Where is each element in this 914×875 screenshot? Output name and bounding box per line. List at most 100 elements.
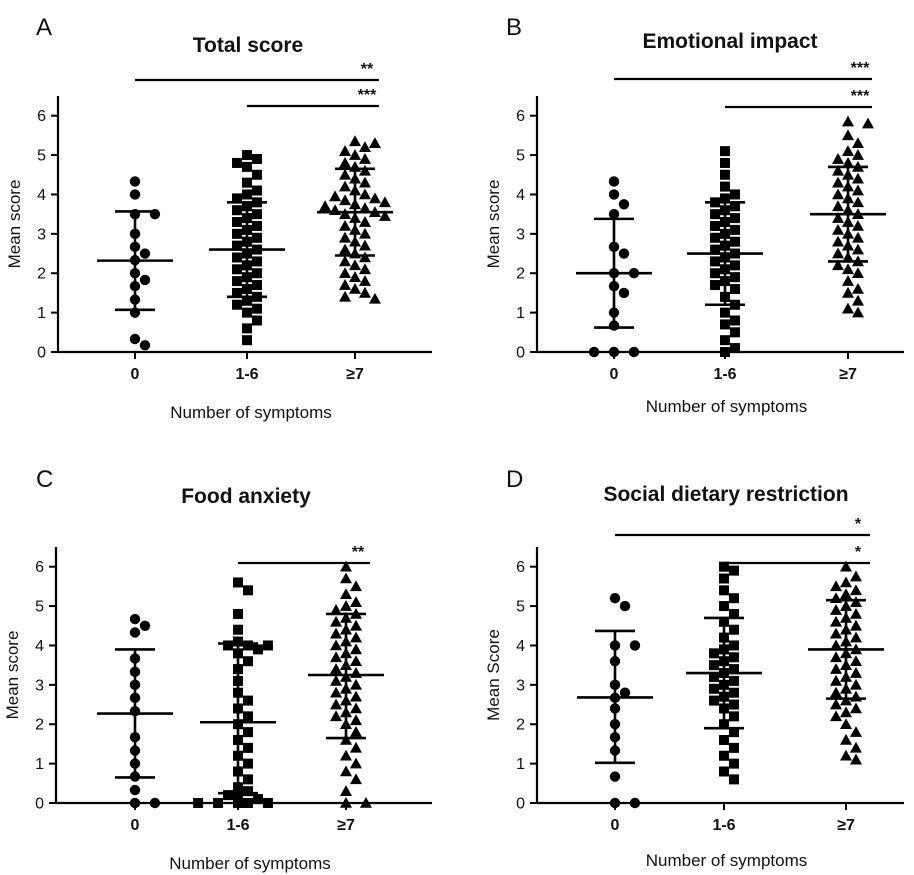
data-point-square: [728, 758, 739, 769]
data-point-triangle: [330, 710, 343, 722]
x-axis-label: Number of symptoms: [169, 854, 331, 873]
data-point-square: [720, 347, 730, 357]
data-point-square: [728, 774, 739, 785]
data-point-circle: [609, 771, 621, 782]
data-point-triangle: [368, 192, 381, 204]
data-point-square: [233, 608, 243, 619]
y-tick-label: 3: [37, 226, 46, 243]
data-point-circle: [608, 176, 620, 187]
data-point-square: [728, 593, 739, 604]
y-tick-label: 0: [37, 345, 46, 362]
data-point-triangle: [842, 156, 854, 168]
data-point-triangle: [330, 615, 343, 627]
data-point-triangle: [851, 172, 864, 184]
data-point-square: [710, 209, 721, 220]
data-point-square: [720, 193, 730, 204]
data-point-triangle: [842, 286, 854, 298]
data-point-triangle: [339, 255, 352, 267]
data-point-triangle: [349, 596, 362, 607]
data-point-triangle: [358, 263, 371, 275]
significance-label: ***: [358, 87, 377, 104]
data-point-triangle: [340, 749, 352, 761]
y-axis-label: Mean score: [3, 631, 22, 720]
data-point-triangle: [340, 785, 352, 796]
data-point-triangle: [349, 726, 362, 737]
data-point-triangle: [849, 702, 862, 714]
data-point-square: [242, 786, 253, 797]
data-point-triangle: [840, 706, 852, 718]
data-point-circle: [608, 208, 620, 220]
data-point-square: [720, 335, 730, 346]
data-point-triangle: [832, 188, 845, 200]
data-point-square: [232, 287, 243, 298]
data-point-square: [242, 758, 253, 769]
data-point-triangle: [329, 190, 342, 202]
y-tick-label: 5: [516, 599, 525, 616]
x-tick-label: 0: [611, 817, 620, 834]
data-point-square: [251, 154, 262, 165]
group-0: [97, 613, 173, 809]
panel-letter: A: [36, 14, 52, 41]
data-point-triangle: [849, 596, 862, 607]
data-point-triangle: [358, 188, 371, 200]
data-point-triangle: [851, 243, 864, 255]
data-point-circle: [129, 189, 141, 200]
data-point-triangle: [359, 797, 372, 808]
data-point-square: [262, 798, 273, 808]
data-point-triangle: [849, 619, 862, 631]
data-point-square: [242, 307, 252, 318]
panel-title: Food anxiety: [181, 485, 311, 508]
data-point-square: [252, 644, 263, 655]
data-point-circle: [618, 287, 630, 299]
panel-letter: B: [506, 14, 522, 41]
data-point-circle: [129, 797, 141, 809]
data-point-square: [242, 695, 253, 706]
data-point-triangle: [349, 135, 361, 147]
data-point-square: [251, 303, 262, 314]
data-point-square: [251, 185, 262, 196]
data-point-square: [251, 169, 262, 180]
data-point-circle: [619, 687, 631, 698]
data-point-triangle: [851, 267, 864, 279]
y-tick-label: 6: [516, 559, 525, 576]
data-point-square: [729, 260, 740, 271]
data-point-triangle: [851, 196, 864, 208]
y-axis-label: Mean score: [5, 180, 24, 269]
data-point-triangle: [349, 149, 361, 160]
data-point-triangle: [349, 655, 362, 667]
y-tick-label: 5: [35, 599, 44, 616]
data-point-square: [710, 268, 721, 279]
data-point-circle: [609, 797, 621, 809]
panel-title: Social dietary restriction: [603, 483, 848, 506]
data-point-triangle: [349, 619, 362, 631]
x-axis-label: Number of symptoms: [646, 397, 808, 416]
data-point-circle: [129, 613, 141, 625]
data-point-square: [232, 252, 243, 263]
data-point-square: [262, 640, 273, 651]
group-1: [193, 577, 276, 808]
x-tick-label: 0: [610, 366, 619, 383]
data-point-square: [728, 664, 739, 675]
data-point-triangle: [849, 607, 862, 619]
data-point-circle: [129, 784, 141, 796]
y-tick-label: 6: [35, 559, 44, 576]
data-point-triangle: [358, 176, 371, 188]
data-point-triangle: [840, 718, 852, 730]
data-point-triangle: [358, 202, 371, 214]
data-point-triangle: [832, 212, 845, 223]
data-point-square: [710, 280, 721, 291]
data-point-square: [242, 177, 252, 188]
data-point-triangle: [349, 757, 362, 769]
data-point-triangle: [840, 576, 852, 588]
data-point-triangle: [358, 227, 371, 239]
data-point-square: [242, 711, 253, 722]
group-0: [97, 176, 173, 351]
data-point-square: [233, 577, 243, 588]
y-tick-label: 6: [37, 108, 46, 125]
data-point-triangle: [851, 231, 864, 243]
data-point-square: [193, 798, 204, 808]
data-point-square: [709, 683, 720, 694]
data-point-triangle: [358, 216, 371, 227]
data-point-circle: [588, 346, 600, 358]
data-point-square: [242, 323, 252, 334]
